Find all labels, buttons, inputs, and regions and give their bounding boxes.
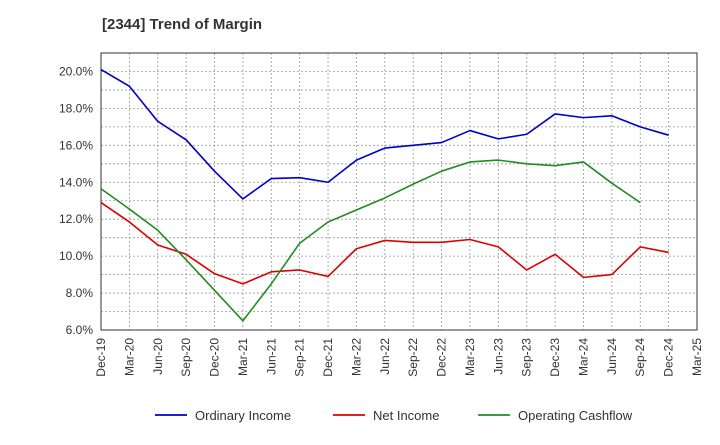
- y-tick-label: 14.0%: [59, 175, 93, 189]
- y-tick-label: 12.0%: [59, 212, 93, 226]
- x-tick-label: Dec-22: [435, 338, 449, 377]
- x-tick-label: Mar-20: [122, 338, 136, 376]
- x-tick-label: Mar-23: [463, 338, 477, 376]
- plot-frame: [100, 52, 698, 331]
- series-line-net-income: [100, 201, 669, 285]
- x-tick-label: Mar-25: [690, 338, 704, 376]
- x-tick-label: Jun-23: [491, 338, 505, 375]
- x-tick-label: Dec-20: [208, 338, 222, 377]
- y-tick-label: 10.0%: [59, 249, 93, 263]
- x-tick-label: Jun-20: [151, 338, 165, 375]
- x-tick-label: Mar-22: [349, 338, 363, 376]
- chart-title: [2344] Trend of Margin: [102, 16, 263, 33]
- x-tick-label: Sep-22: [406, 338, 420, 377]
- y-tick-label: 18.0%: [59, 101, 93, 115]
- legend-label: Ordinary Income: [195, 408, 291, 423]
- y-tick-label: 6.0%: [66, 323, 94, 337]
- x-tick-label: Jun-22: [378, 338, 392, 375]
- x-tick-label: Jun-21: [264, 338, 278, 375]
- y-tick-label: 8.0%: [66, 286, 94, 300]
- x-tick-label: Sep-21: [293, 338, 307, 377]
- legend-label: Net Income: [373, 408, 439, 423]
- x-tick-label: Mar-24: [576, 338, 590, 376]
- legend-label: Operating Cashflow: [518, 408, 633, 423]
- x-tick-label: Sep-20: [179, 338, 193, 377]
- x-tick-label: Sep-23: [520, 338, 534, 377]
- x-tick-label: Dec-23: [548, 338, 562, 377]
- x-tick-label: Mar-21: [236, 338, 250, 376]
- x-tick-label: Dec-21: [321, 338, 335, 377]
- y-tick-label: 16.0%: [59, 138, 93, 152]
- x-tick-label: Jun-24: [605, 338, 619, 375]
- x-tick-label: Dec-24: [662, 338, 676, 377]
- series-line-operating-cashflow: [100, 159, 641, 322]
- x-tick-label: Sep-24: [633, 338, 647, 377]
- y-tick-label: 20.0%: [59, 64, 93, 78]
- series-line-ordinary-income: [100, 68, 669, 200]
- x-tick-label: Dec-19: [94, 338, 108, 377]
